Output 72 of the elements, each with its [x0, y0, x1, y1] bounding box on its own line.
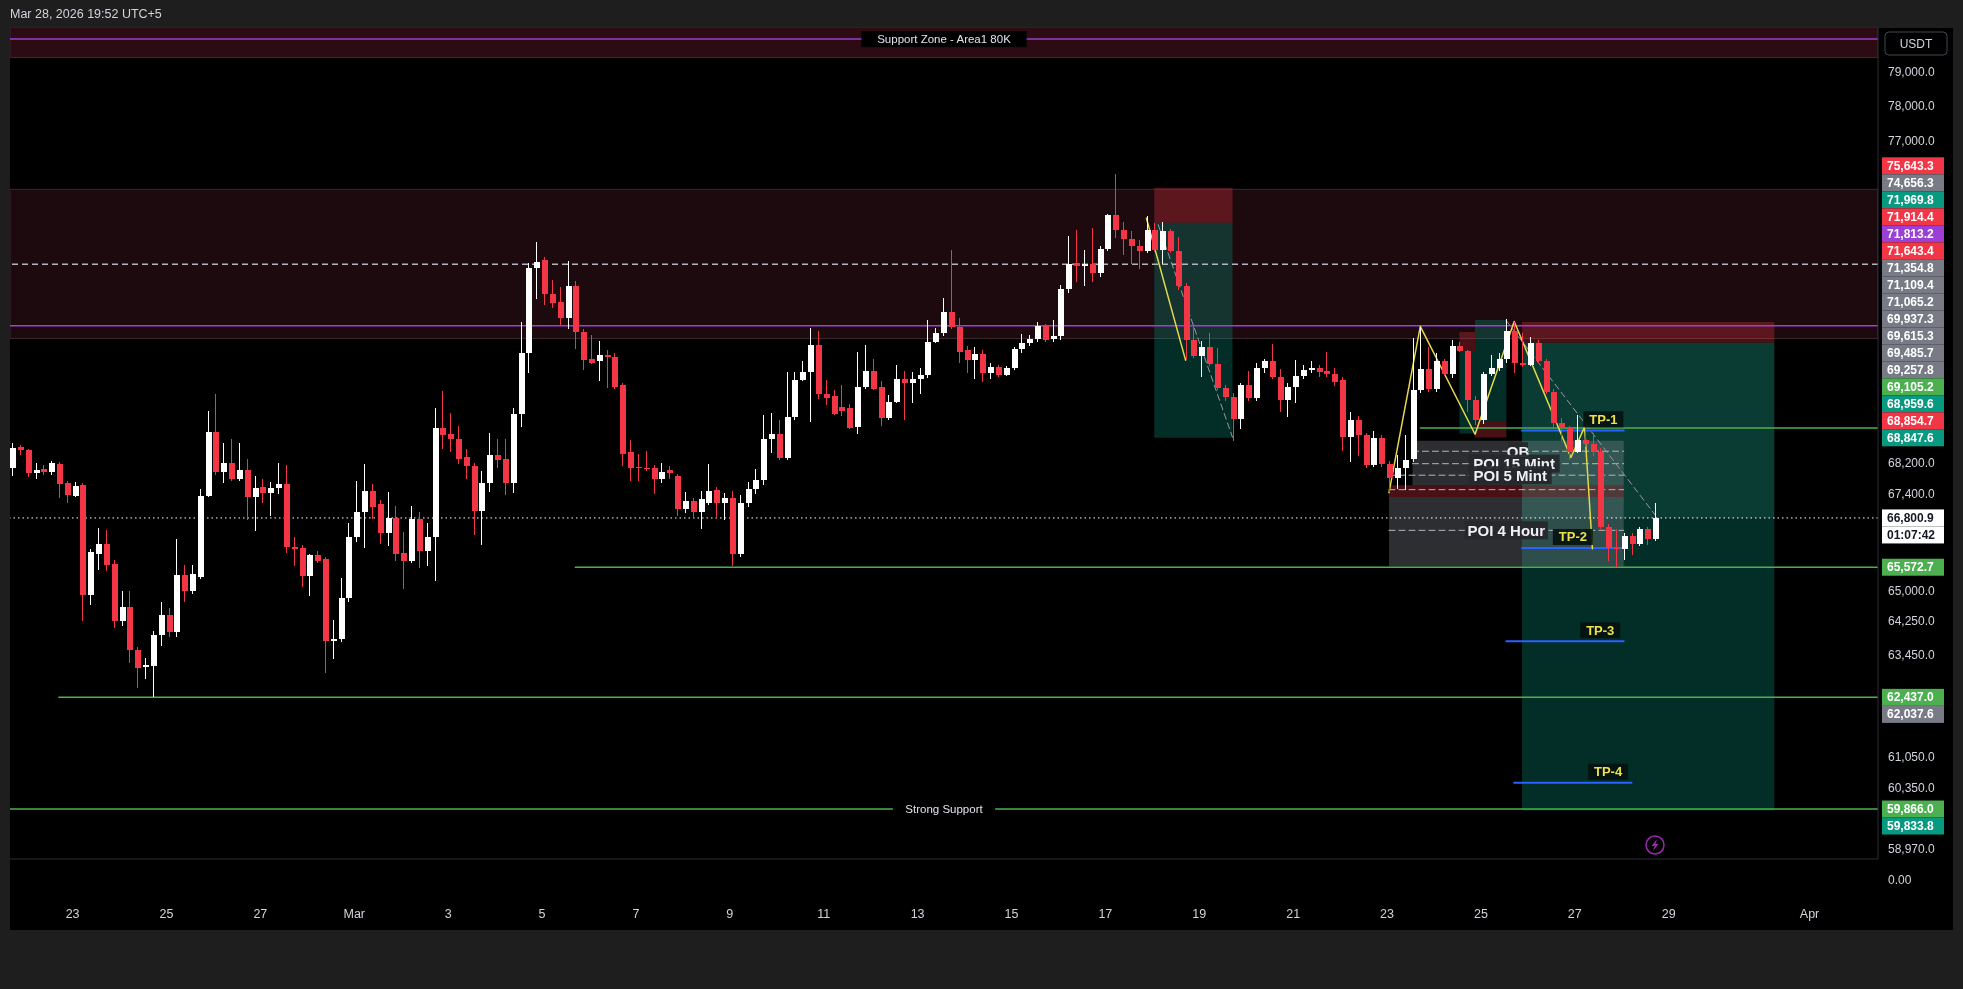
- x-tick-label: Apr: [1799, 907, 1820, 921]
- text: 71,065.2: [1887, 294, 1935, 309]
- text: 75,643.3: [1887, 158, 1935, 173]
- candlestick: [1081, 250, 1088, 286]
- candlestick: [142, 658, 149, 679]
- x-tick-label: 21: [1286, 907, 1301, 921]
- x-tick-label: 23: [1380, 907, 1395, 921]
- text: 71,643.4: [1887, 243, 1935, 258]
- x-tick-label: 5: [538, 907, 546, 921]
- text: 68,854.7: [1887, 413, 1935, 428]
- x-tick-label: 19: [1192, 907, 1207, 921]
- text: 69,937.3: [1887, 311, 1935, 326]
- text: 59,833.8: [1887, 819, 1935, 834]
- candlestick: [604, 350, 611, 388]
- candlestick: [1519, 333, 1526, 367]
- text: 62,437.0: [1887, 690, 1935, 705]
- x-tick-label: Mar: [343, 907, 366, 921]
- text: 0.00: [1888, 873, 1912, 887]
- x-tick-label: 11: [817, 907, 831, 921]
- series-label: TP-2: [1558, 529, 1587, 545]
- text: 71,914.4: [1887, 209, 1935, 224]
- text: 71,813.2: [1887, 226, 1935, 241]
- x-tick-label: 9: [726, 907, 734, 921]
- text: 66,800.9: [1887, 510, 1935, 525]
- text: 74,656.3: [1887, 175, 1935, 190]
- candlestick: [1613, 529, 1620, 567]
- text: 69,257.8: [1887, 362, 1935, 377]
- y-tick-label: 78,000.0: [1888, 99, 1936, 114]
- text: 71,354.8: [1887, 260, 1935, 275]
- text: 68,959.6: [1887, 396, 1935, 411]
- x-tick-label: 17: [1098, 907, 1113, 921]
- text: 62,037.6: [1887, 707, 1935, 722]
- y-tick-label: 65,000.0: [1888, 583, 1936, 598]
- x-tick-label: 3: [444, 907, 452, 921]
- x-tick-label: 29: [1661, 907, 1676, 921]
- y-tick-label: 68,200.0: [1888, 455, 1936, 470]
- x-tick-label: 25: [159, 907, 174, 921]
- text: 69,485.7: [1887, 345, 1935, 360]
- ref-line-label: Strong Support: [905, 803, 984, 816]
- chart-subtitle: Mar 28, 2026 19:52 UTC+5: [10, 7, 162, 21]
- series-label: TP-3: [1586, 622, 1615, 638]
- text: 65,572.7: [1887, 560, 1935, 575]
- y-tick-label: 61,050.0: [1888, 750, 1936, 765]
- series-label: TP-4: [1593, 764, 1623, 780]
- text: 69,105.2: [1887, 379, 1935, 394]
- series-label: TP-1: [1589, 411, 1618, 427]
- text: 68,847.6: [1887, 430, 1935, 445]
- y-tick-label: 79,000.0: [1888, 65, 1936, 80]
- text: 59,866.0: [1887, 802, 1935, 817]
- y-tick-label: 67,400.0: [1888, 487, 1936, 502]
- x-tick-label: 27: [253, 907, 268, 921]
- x-tick-label: 27: [1567, 907, 1582, 921]
- x-tick-label: 25: [1473, 907, 1488, 921]
- annotation: POI 4 Hour: [1467, 521, 1546, 539]
- x-tick-label: 7: [632, 907, 640, 921]
- y-axis-title: USDT: [1899, 36, 1933, 51]
- candlestick: [291, 537, 298, 566]
- y-tick-label: 58,970.0: [1888, 842, 1936, 857]
- annotation: OB: [1506, 442, 1530, 460]
- x-tick-label: 23: [65, 907, 80, 921]
- candlestick: [1073, 230, 1080, 282]
- text: 01:07:42: [1887, 527, 1936, 542]
- y-tick-label: 63,450.0: [1888, 647, 1936, 662]
- y-tick-label: 64,250.0: [1888, 614, 1936, 629]
- text: 71,109.4: [1887, 277, 1935, 292]
- y-tick-label: 60,350.0: [1888, 780, 1936, 795]
- text: 71,969.8: [1887, 192, 1935, 207]
- x-tick-label: 13: [910, 907, 925, 921]
- ref-line-label: Support Zone - Area1 80K: [877, 33, 1012, 46]
- text: 69,615.3: [1887, 328, 1935, 343]
- x-tick-label: 15: [1004, 907, 1019, 921]
- y-tick-label: 77,000.0: [1888, 133, 1936, 148]
